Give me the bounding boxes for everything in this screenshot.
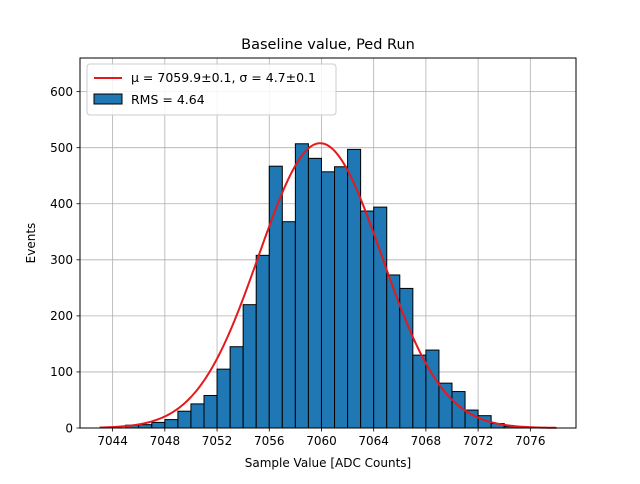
histogram-bar (360, 210, 375, 429)
histogram-bar (203, 394, 218, 429)
histogram-bar (425, 349, 440, 429)
histogram-bar (281, 221, 296, 429)
histogram-bar (255, 254, 270, 429)
legend-histogram-swatch (93, 93, 123, 105)
histogram-bar (268, 165, 283, 429)
legend-histogram-label: RMS = 4.64 (131, 92, 205, 107)
y-tick-label: 200 (50, 309, 73, 323)
histogram-bar (151, 421, 166, 429)
x-tick-label: 7056 (254, 434, 285, 448)
histogram-bar (164, 419, 179, 429)
x-tick-label: 7076 (515, 434, 546, 448)
histogram-bar (307, 157, 322, 429)
gaussian-fit-curve (99, 142, 557, 429)
histogram-bars (125, 143, 518, 429)
x-axis-ticks: 7044 7048 7052 7056 7060 7064 7068 7072 7076 (97, 428, 546, 448)
legend-fit-label: μ = 7059.9±0.1, σ = 4.7±0.1 (131, 70, 316, 85)
histogram-bar (242, 304, 257, 429)
chart-title: Baseline value, Ped Run (241, 37, 415, 53)
y-tick-label: 400 (50, 197, 73, 211)
legend-box (86, 63, 337, 116)
x-tick-label: 7060 (306, 434, 337, 448)
x-tick-label: 7072 (463, 434, 494, 448)
histogram-bar (190, 403, 205, 429)
histogram-bar (229, 346, 244, 429)
y-tick-label: 500 (50, 141, 73, 155)
plot-frame (79, 57, 577, 429)
histogram-bar (347, 148, 362, 429)
histogram-bar (438, 382, 453, 429)
histogram-bar (216, 368, 231, 429)
x-tick-label: 7068 (411, 434, 442, 448)
x-tick-label: 7048 (150, 434, 181, 448)
y-tick-label: 600 (50, 85, 73, 99)
histogram-bar (294, 143, 309, 429)
x-axis-label: Sample Value [ADC Counts] (245, 456, 411, 470)
fit-curve-layer (99, 142, 557, 429)
x-tick-label: 7052 (202, 434, 233, 448)
legend: μ = 7059.9±0.1, σ = 4.7±0.1 RMS = 4.64 (86, 63, 337, 116)
y-axis-ticks: 0 100 200 300 400 500 600 (50, 85, 80, 435)
y-tick-label: 100 (50, 365, 73, 379)
y-tick-label: 0 (65, 421, 73, 435)
x-tick-label: 7044 (97, 434, 128, 448)
histogram-bar (412, 354, 427, 429)
histogram-bar (177, 410, 192, 429)
y-tick-label: 300 (50, 253, 73, 267)
x-tick-label: 7064 (358, 434, 389, 448)
histogram-bar (138, 424, 153, 429)
histogram-bar (320, 171, 336, 429)
y-axis-label: Events (24, 223, 38, 264)
histogram-bar (334, 166, 349, 429)
